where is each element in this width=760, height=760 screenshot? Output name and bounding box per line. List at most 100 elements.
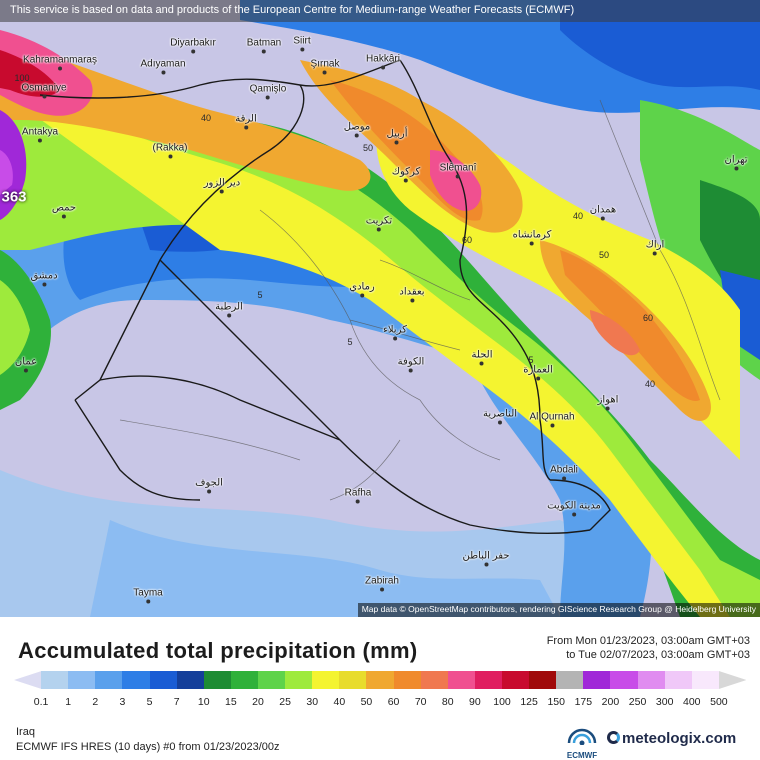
contour-label: 40	[644, 379, 656, 389]
colorbar-cell	[420, 671, 449, 689]
place-label: الحلة	[471, 349, 493, 366]
colorbar-tick: 0.1	[33, 696, 49, 708]
place-label: Al Qurnah	[529, 411, 575, 428]
colorbar-cell	[529, 671, 557, 689]
ecmwf-logo[interactable]: ECMWF	[560, 727, 604, 760]
contour-label: 5	[528, 355, 534, 365]
colorbar-tick: 250	[628, 696, 647, 708]
colorbar-cell	[474, 671, 503, 689]
colorbar-cell	[447, 671, 476, 689]
place-label: Qamişlo	[249, 83, 287, 100]
colorbar-cell	[122, 671, 151, 689]
colorbar-cell	[41, 671, 69, 689]
colorbar-tick: 10	[197, 696, 210, 708]
colorbar-cell	[502, 671, 530, 689]
place-label: موصل	[343, 121, 371, 138]
colorbar-cell	[366, 671, 395, 689]
forecast-period: From Mon 01/23/2023, 03:00am GMT+03 to T…	[547, 634, 750, 662]
colorbar-tick: 80	[441, 696, 454, 708]
place-label: Kahramanmaraş	[23, 54, 97, 71]
place-label: Şırnak	[310, 58, 340, 75]
ecmwf-icon	[567, 728, 597, 746]
place-label: Hakkâri	[366, 53, 400, 70]
precipitation-map[interactable]: This service is based on data and produc…	[0, 0, 760, 617]
place-label: حمص	[51, 202, 77, 219]
place-label: كركوك	[391, 166, 421, 183]
place-label: Abdali	[550, 464, 578, 481]
colorbar-tick: 3	[119, 696, 126, 708]
place-label: Adıyaman	[140, 58, 186, 75]
place-label: أربيل	[386, 128, 408, 145]
contour-label: 5	[257, 290, 263, 300]
place-label: العمارة	[523, 364, 553, 381]
place-label: الكوفة	[397, 356, 425, 373]
colorbar-tick: 400	[683, 696, 701, 708]
colorbar-cell	[393, 671, 422, 689]
period-from: From Mon 01/23/2023, 03:00am GMT+03	[546, 635, 750, 647]
meteologix-logo-text: meteologix.com	[622, 730, 737, 747]
place-label: همدان	[589, 204, 617, 221]
place-label: حفر الباطن	[462, 550, 510, 567]
colorbar-tick: 2	[92, 696, 99, 708]
ecmwf-notice: This service is based on data and produc…	[0, 0, 760, 22]
colorbar-tick: 1	[65, 696, 72, 708]
colorbar-cell	[149, 671, 178, 689]
place-label: الرقة	[235, 113, 257, 130]
colorbar-tick: 25	[279, 696, 291, 708]
place-label: Siirt	[293, 35, 311, 52]
colorbar-cell	[68, 671, 96, 689]
country-borders	[39, 59, 611, 534]
colorbar-tick: 70	[414, 696, 427, 708]
colorbar-tick: 5	[146, 696, 153, 708]
place-label: اراك	[645, 239, 665, 256]
colorbar-tick: 90	[469, 696, 481, 708]
place-label: دمشق	[30, 270, 58, 287]
colorbar-tick: 500	[710, 696, 728, 708]
precipitation-colorbar	[0, 671, 760, 689]
colorbar-cell	[691, 671, 720, 689]
max-value-label: 363	[1, 188, 27, 206]
colorbar-tick: 20	[252, 696, 264, 708]
colorbar-cell	[556, 671, 584, 689]
ecmwf-logo-text: ECMWF	[566, 751, 598, 760]
model-info: ECMWF IFS HRES (10 days) #0 from 01/23/2…	[16, 741, 280, 753]
colorbar-cell	[203, 671, 232, 689]
colorbar-tick: 200	[601, 696, 620, 708]
place-label: الناصرية	[482, 408, 518, 425]
place-label: Tayma	[133, 587, 163, 604]
colorbar-cell	[583, 671, 611, 689]
colorbar-cell	[339, 671, 367, 689]
place-label: Slêmanî	[439, 162, 477, 179]
place-label: (Rakka)	[152, 142, 188, 159]
place-label: عمان	[14, 356, 38, 373]
place-label: Rafha	[344, 487, 372, 504]
period-to: to Tue 02/07/2023, 03:00am GMT+03	[566, 649, 750, 661]
map-attribution[interactable]: Map data © OpenStreetMap contributors, r…	[357, 603, 760, 617]
colorbar-tick: 60	[387, 696, 400, 708]
place-label: كرمانشاه	[512, 229, 552, 246]
meteologix-logo[interactable]: meteologix.com	[607, 730, 736, 747]
colorbar-cell	[718, 671, 747, 689]
region-label: Iraq	[16, 726, 35, 738]
colorbar-cell	[230, 671, 259, 689]
colorbar-tick: 15	[225, 696, 237, 708]
colorbar-tick: 7	[173, 696, 180, 708]
colorbar-cell	[664, 671, 693, 689]
contour-label: 40	[200, 113, 212, 123]
meteologix-icon	[607, 731, 620, 744]
place-label: Zabirah	[365, 575, 399, 592]
colorbar-tick: 100	[493, 696, 511, 708]
colorbar-cell	[285, 671, 313, 689]
contour-label: 60	[642, 313, 654, 323]
colorbar-tick: 300	[655, 696, 674, 708]
contour-label: 40	[572, 211, 584, 221]
place-label: بعقداد	[399, 286, 425, 303]
place-label: الرطبة	[215, 301, 243, 318]
contour-label: 50	[362, 143, 374, 153]
contour-label: 50	[598, 250, 610, 260]
colorbar-cell	[312, 671, 340, 689]
place-label: Batman	[246, 37, 282, 54]
colorbar-tick: 50	[360, 696, 373, 708]
place-label: اهواز	[597, 394, 619, 411]
place-label: تهران	[724, 154, 748, 171]
